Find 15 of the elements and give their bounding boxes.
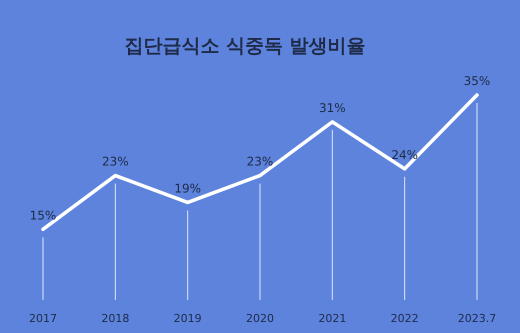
x-tick-label: 2021	[318, 312, 346, 325]
data-label: 31%	[318, 100, 346, 115]
x-tick-label: 2020	[246, 312, 274, 325]
x-tick-label: 2023.7	[458, 312, 496, 325]
data-label: 19%	[174, 181, 202, 196]
data-label: 23%	[246, 154, 274, 169]
data-label: 23%	[102, 154, 129, 169]
x-tick-label: 2017	[29, 312, 57, 325]
data-label: 35%	[464, 74, 490, 88]
data-label: 24%	[391, 148, 418, 162]
x-tick-label: 2019	[174, 312, 202, 325]
x-tick-label: 2018	[101, 312, 130, 325]
data-label: 15%	[30, 208, 56, 222]
x-tick-label: 2022	[390, 312, 419, 325]
chart-title: 집단급식소 식중독 발생비율	[124, 35, 366, 57]
